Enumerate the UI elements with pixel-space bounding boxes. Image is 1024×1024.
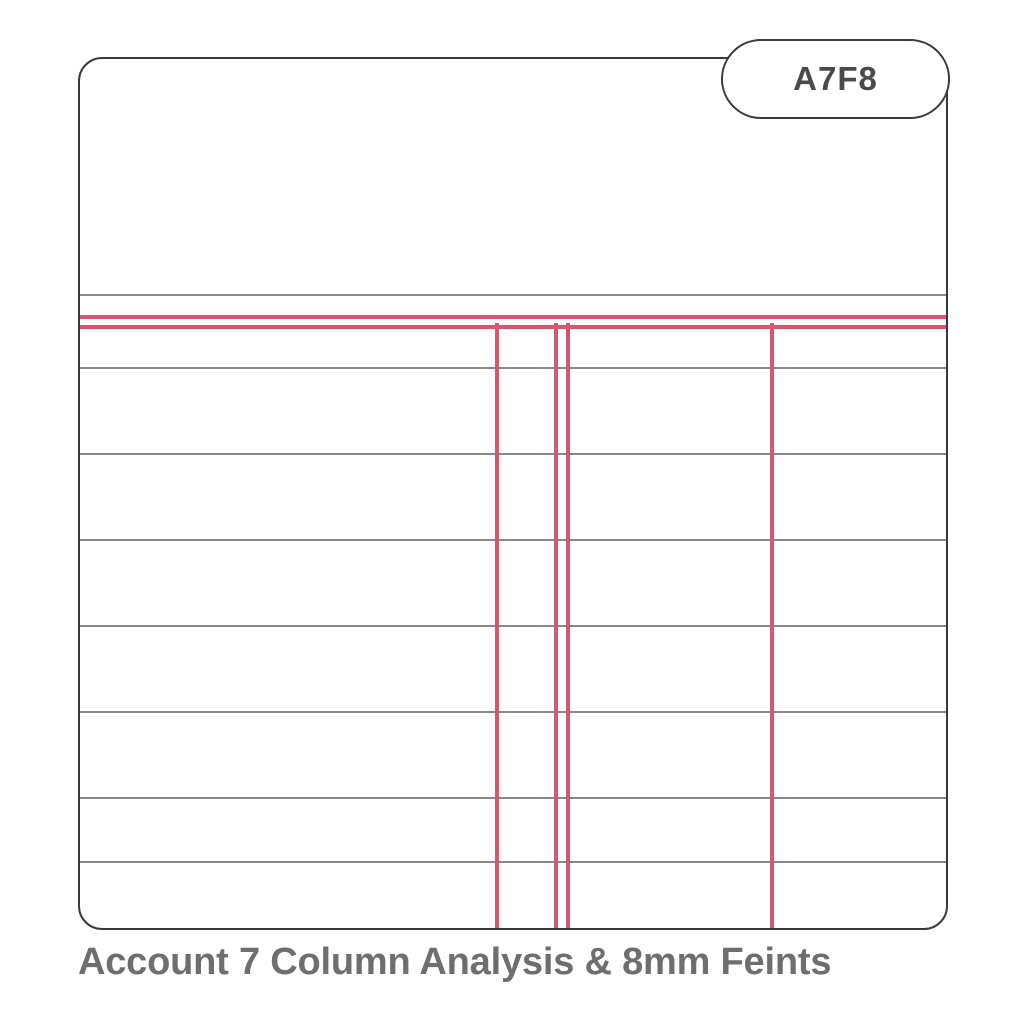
product-caption: Account 7 Column Analysis & 8mm Feints [78,941,832,983]
feint-rule-5 [80,711,946,713]
ruling-layer [80,59,946,928]
column-rule-1 [495,323,499,928]
feint-rule-1 [80,367,946,369]
feint-rule-7 [80,861,946,863]
column-rule-4 [770,323,774,928]
feint-rule-6 [80,797,946,799]
feint-rule-4 [80,625,946,627]
red-rule-1 [80,315,946,319]
product-code-label: A7F8 [793,60,878,97]
ruled-page-card [78,57,948,930]
product-code-badge: A7F8 [721,39,950,119]
column-rule-3 [566,323,570,928]
red-rule-2 [80,325,946,329]
column-rule-2 [554,323,558,928]
header-rule [80,294,946,296]
feint-rule-2 [80,453,946,455]
feint-rule-3 [80,539,946,541]
